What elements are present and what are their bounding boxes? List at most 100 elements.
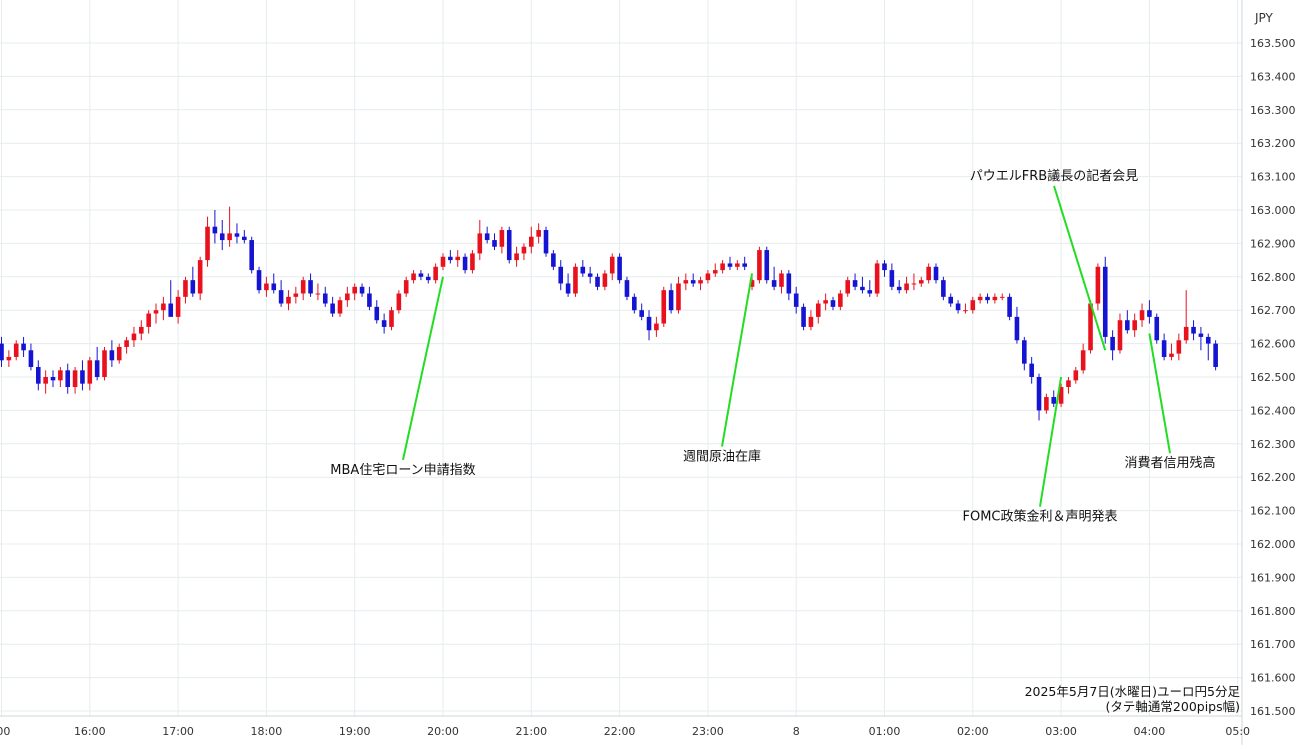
candle: [175, 290, 181, 324]
candle: [1044, 393, 1049, 414]
candle: [845, 276, 851, 297]
candle-body: [131, 333, 137, 341]
candle: [801, 303, 806, 331]
candle-body: [1073, 370, 1079, 381]
candle: [21, 336, 26, 357]
candle: [242, 230, 247, 244]
candle-body: [720, 263, 725, 271]
candle: [315, 283, 321, 301]
candle-body: [28, 350, 34, 367]
y-tick-label: 162.800: [1250, 271, 1296, 284]
candle: [484, 226, 490, 244]
candle-body: [1080, 350, 1086, 371]
candle-body: [1029, 363, 1034, 377]
candle: [985, 293, 990, 304]
candle: [815, 300, 821, 324]
candle: [933, 263, 939, 284]
candle-body: [139, 326, 144, 334]
candle: [793, 286, 799, 314]
candle: [102, 346, 107, 381]
candle: [212, 210, 218, 244]
candle-body: [860, 286, 865, 291]
candle: [462, 253, 468, 274]
candle: [882, 260, 887, 277]
chart-subtitle: (タテ軸通常200pips幅): [1106, 699, 1240, 714]
candle-body: [0, 343, 4, 361]
candle: [690, 273, 696, 287]
candle-body: [1205, 336, 1211, 344]
chart-title-block: 2025年5月7日(水曜日)ユーロ円5分足 (タテ軸通常200pips幅): [1025, 684, 1241, 714]
candle: [205, 216, 210, 267]
candle-body: [999, 296, 1005, 298]
candle-body: [1169, 353, 1174, 357]
candle: [1022, 336, 1027, 371]
candle: [1117, 313, 1123, 354]
candle: [970, 296, 976, 314]
y-tick-label: 163.200: [1250, 137, 1296, 150]
candle: [1029, 356, 1034, 384]
candle: [999, 293, 1005, 301]
candle-body: [359, 286, 365, 294]
currency-label[interactable]: JPY: [1254, 11, 1274, 25]
candle-body: [462, 256, 468, 271]
candle: [1066, 377, 1071, 394]
candle: [698, 276, 703, 291]
y-tick-label: 162.400: [1250, 404, 1296, 417]
candle: [602, 270, 608, 291]
candle: [852, 273, 858, 291]
candle: [683, 273, 689, 291]
y-tick-label: 162.000: [1250, 538, 1296, 551]
candle-body: [425, 276, 431, 281]
y-tick-label: 161.600: [1250, 672, 1296, 685]
annotation-line: [402, 276, 444, 461]
candle: [1205, 333, 1211, 361]
candle: [889, 263, 895, 291]
annotation-line: [721, 273, 754, 447]
candle: [565, 273, 571, 297]
candle: [955, 300, 961, 314]
candle: [639, 303, 644, 321]
candle: [28, 343, 34, 371]
candle: [1147, 300, 1152, 324]
candle-body: [65, 370, 71, 388]
candle-body: [234, 233, 240, 237]
candle: [35, 360, 41, 391]
candle: [595, 273, 600, 291]
candle: [1088, 300, 1093, 354]
candle-body: [587, 273, 593, 277]
candle: [433, 263, 438, 284]
candle-body: [1088, 303, 1093, 351]
candle-body: [315, 293, 321, 295]
candle: [227, 206, 232, 247]
candle-body: [1176, 340, 1182, 354]
candle-body: [1022, 340, 1027, 364]
candle: [911, 273, 917, 291]
candle: [1176, 333, 1182, 361]
x-tick-label: 04:00: [1134, 725, 1166, 738]
candle-body: [536, 230, 541, 237]
candle: [1191, 320, 1196, 341]
candle: [1139, 303, 1145, 327]
candle-body: [617, 256, 622, 281]
x-tick-label: 02:00: [957, 725, 989, 738]
candle: [256, 266, 262, 294]
candle-body: [521, 246, 527, 254]
candle: [448, 250, 453, 264]
candle-body: [595, 276, 600, 287]
candle-body: [933, 266, 939, 281]
candle-body: [161, 303, 166, 311]
candle: [124, 336, 129, 354]
candle-body: [867, 290, 873, 294]
candle-body: [1183, 326, 1189, 341]
candle: [1073, 366, 1079, 384]
candle: [1183, 290, 1189, 344]
candle: [1169, 343, 1174, 361]
candle: [617, 253, 622, 284]
candle-body: [1125, 320, 1130, 331]
candle-body: [492, 240, 497, 247]
candle: [308, 273, 313, 297]
candle-body: [440, 256, 446, 267]
candle: [381, 313, 387, 334]
y-tick-label: 162.100: [1250, 505, 1296, 518]
candle-body: [1102, 266, 1108, 337]
